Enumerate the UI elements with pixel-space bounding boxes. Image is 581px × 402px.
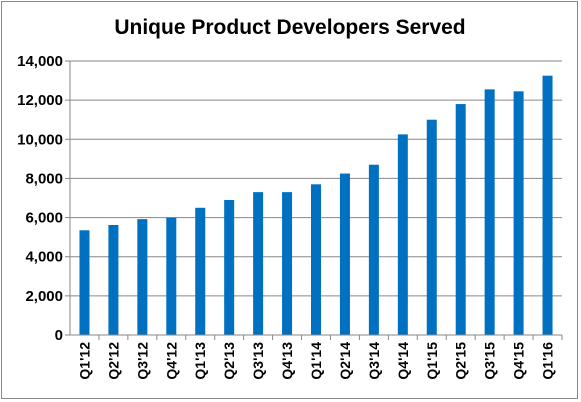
x-tick-label: Q1'12 <box>76 342 92 380</box>
x-tick-label: Q3'13 <box>250 342 266 380</box>
x-tick-label: Q1'13 <box>192 342 208 380</box>
bar <box>339 173 350 335</box>
y-tick-label: 10,000 <box>17 131 63 148</box>
y-axis-ticks: 0 2,000 4,000 6,000 8,000 10,000 12,000 14,000 <box>17 53 70 344</box>
x-tick-label: Q4'14 <box>395 342 411 380</box>
x-tick-label: Q4'15 <box>511 342 527 380</box>
bars <box>79 75 553 335</box>
bar <box>311 184 321 335</box>
bar <box>108 225 119 335</box>
x-tick-label: Q2'14 <box>337 342 353 380</box>
bar <box>542 75 553 335</box>
bar <box>513 91 524 335</box>
bar <box>455 104 466 335</box>
x-tick-label: Q3'14 <box>366 342 382 380</box>
x-tick-label: Q1'16 <box>540 342 556 380</box>
x-axis-ticks: Q1'12 Q2'12 Q3'12 Q4'12 Q1'13 Q2'13 Q3'13 Q4'13… <box>76 335 563 380</box>
chart-title: Unique Product Developers Served <box>114 16 465 39</box>
bar <box>282 192 293 335</box>
x-tick-label: Q1'14 <box>308 342 324 380</box>
bar <box>166 217 177 335</box>
bar <box>195 207 206 335</box>
bar <box>253 192 264 335</box>
y-tick-label: 6,000 <box>25 210 63 227</box>
y-tick-label: 8,000 <box>25 170 63 187</box>
gridlines <box>70 60 562 297</box>
x-tick-label: Q2'12 <box>105 342 121 380</box>
x-tick-label: Q3'15 <box>482 342 498 380</box>
bar <box>484 89 495 335</box>
x-tick-label: Q3'12 <box>134 342 150 380</box>
bar <box>79 230 90 335</box>
x-tick-label: Q2'15 <box>453 342 469 380</box>
x-tick-label: Q1'15 <box>424 342 440 380</box>
bar <box>137 219 148 335</box>
bar <box>368 164 379 335</box>
y-tick-label: 12,000 <box>17 92 63 109</box>
bar <box>426 119 437 335</box>
y-tick-label: 14,000 <box>17 53 63 70</box>
y-tick-label: 0 <box>55 327 63 344</box>
x-tick-label: Q4'13 <box>279 342 295 380</box>
x-tick-label: Q4'12 <box>163 342 179 380</box>
bar <box>224 199 235 335</box>
bar <box>397 134 408 335</box>
y-tick-label: 4,000 <box>25 249 63 266</box>
y-tick-label: 2,000 <box>25 288 63 305</box>
x-tick-label: Q2'13 <box>221 342 237 380</box>
